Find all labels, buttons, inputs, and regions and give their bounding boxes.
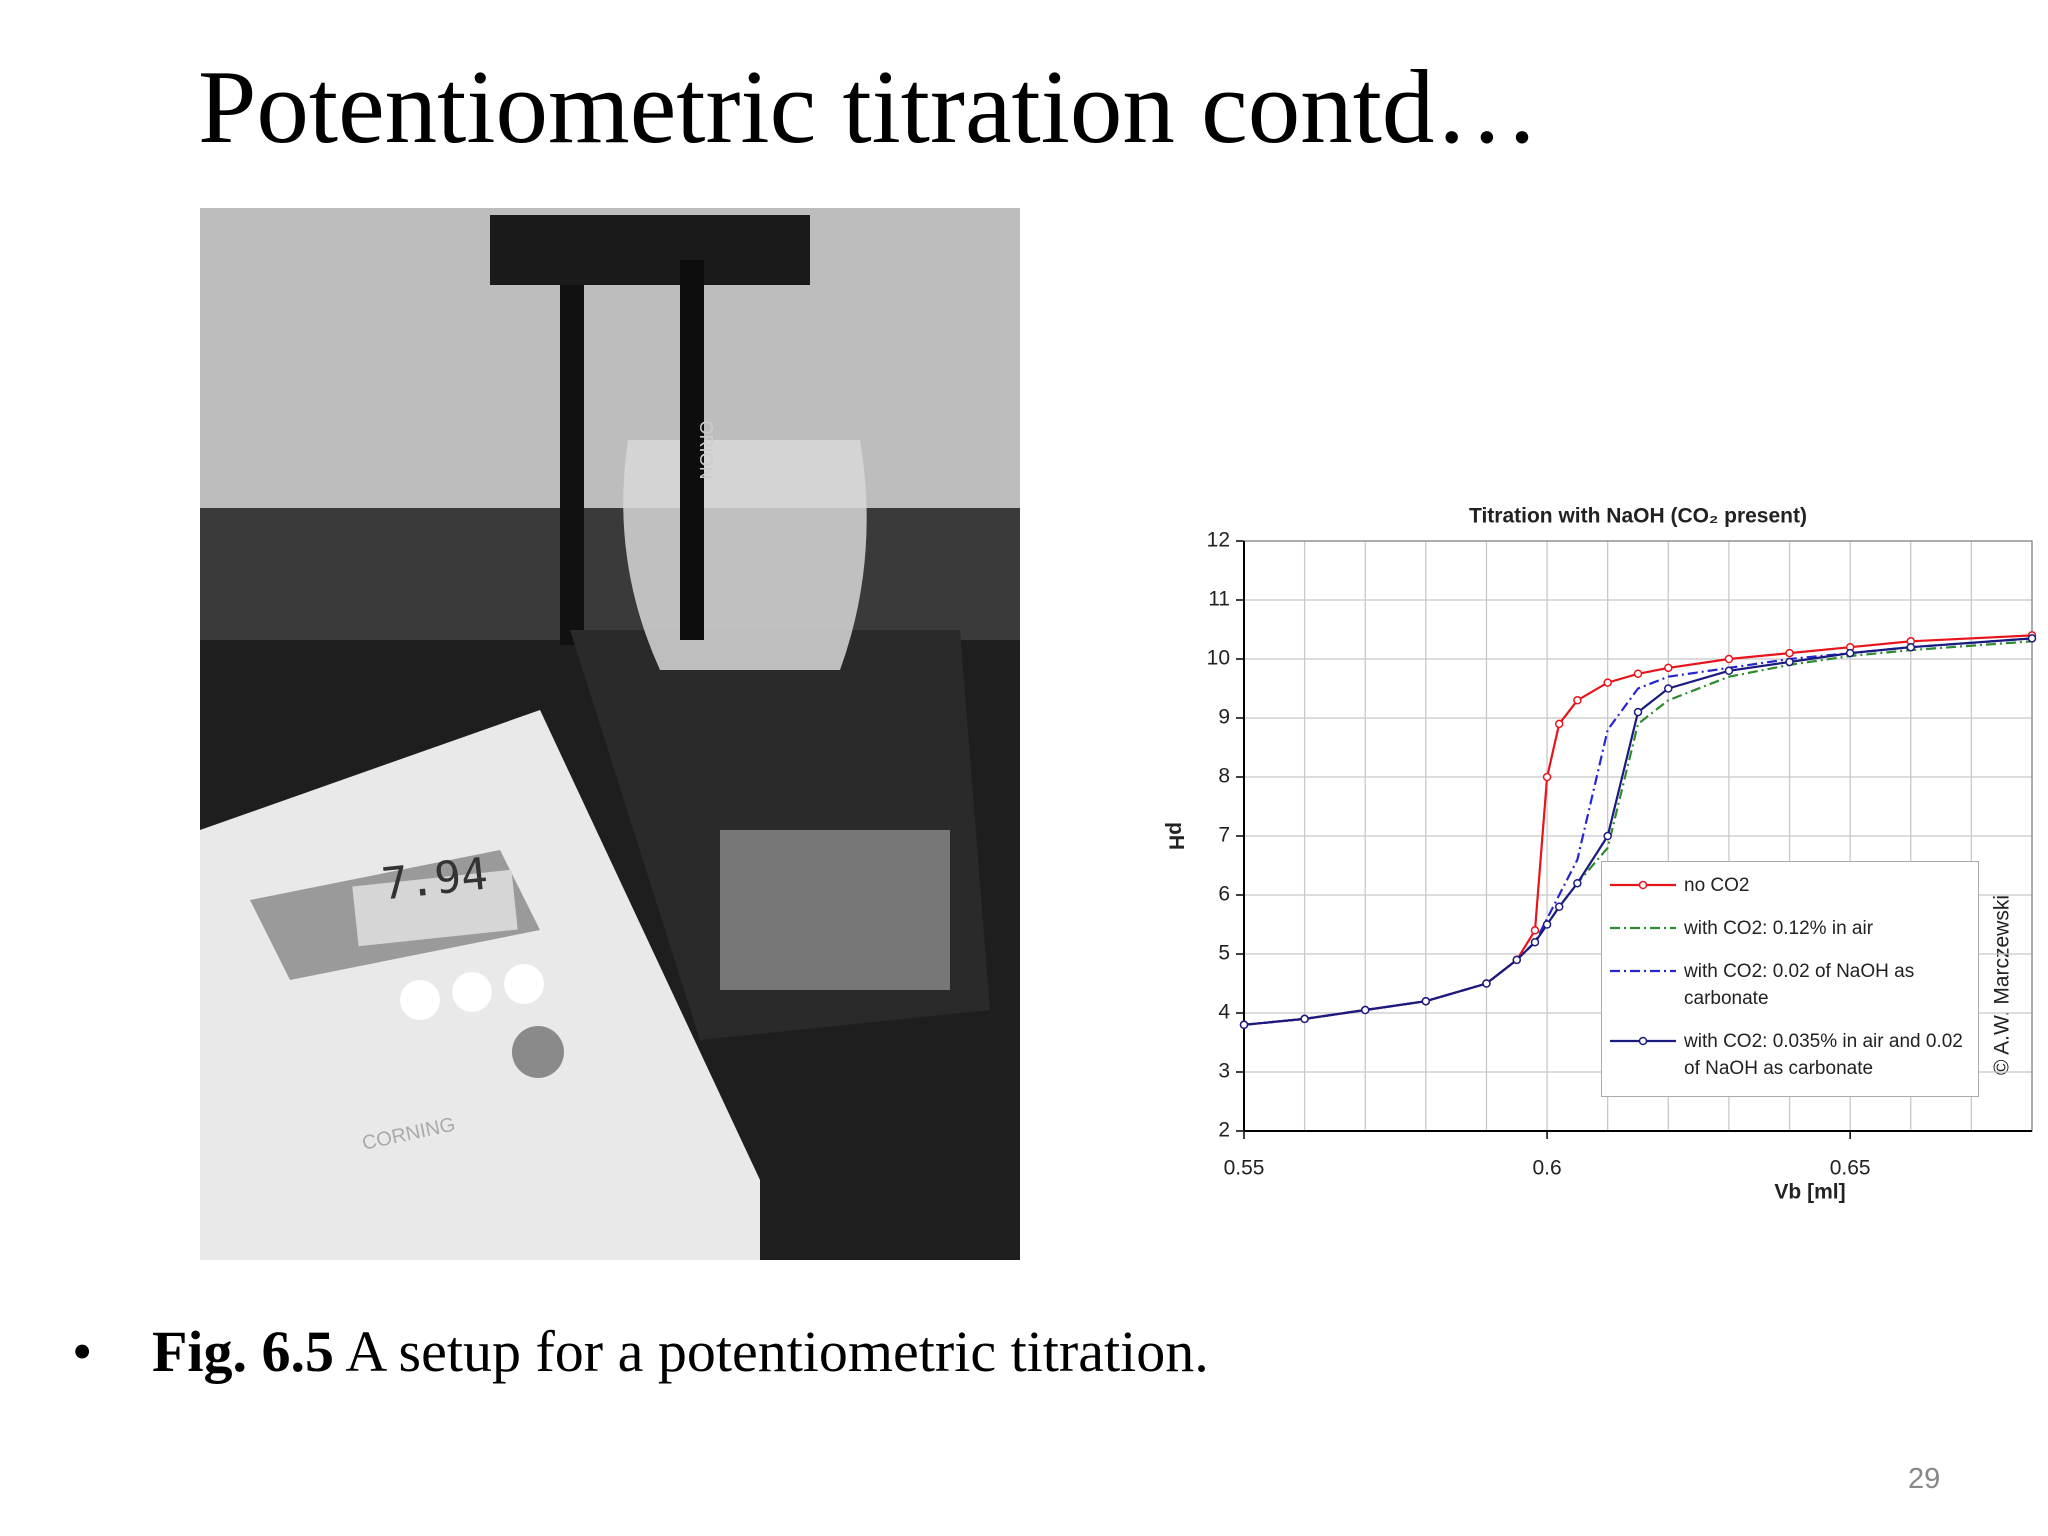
y-tick-label: 10 bbox=[1207, 647, 1230, 670]
y-axis-label: pH bbox=[1164, 822, 1187, 850]
legend-label: with CO2: 0.02 of NaOH as carbonate bbox=[1684, 961, 1915, 1009]
data-point bbox=[1482, 979, 1491, 988]
legend-label: with CO2: 0.12% in air bbox=[1684, 918, 1874, 939]
caption-item: Fig. 6.5 A setup for a potentiometric ti… bbox=[72, 1318, 1209, 1385]
y-tick-label: 12 bbox=[1207, 529, 1230, 552]
caption: Fig. 6.5 A setup for a potentiometric ti… bbox=[72, 1318, 1209, 1385]
data-point bbox=[1360, 1005, 1370, 1015]
data-point bbox=[1542, 772, 1552, 782]
data-point bbox=[1239, 1020, 1249, 1030]
data-point bbox=[1664, 684, 1673, 693]
data-point bbox=[1530, 937, 1540, 947]
figure-label: Fig. 6.5 bbox=[152, 1319, 335, 1384]
legend-label: no CO2 bbox=[1684, 875, 1750, 896]
legend-entry: with CO2: 0.035% in air and 0.02 of NaOH… bbox=[1608, 1028, 1972, 1082]
data-point bbox=[1845, 648, 1855, 658]
data-point bbox=[1603, 831, 1612, 841]
data-point bbox=[1633, 707, 1643, 717]
data-point bbox=[1542, 920, 1552, 929]
data-point bbox=[1724, 654, 1734, 664]
data-point bbox=[1300, 1014, 1309, 1024]
data-point bbox=[1573, 696, 1582, 705]
data-point bbox=[1906, 642, 1916, 652]
series-line bbox=[1243, 637, 2033, 1026]
x-tick-label: 0.65 bbox=[1830, 1157, 1871, 1180]
data-point bbox=[1530, 926, 1540, 935]
photo: 7.94 CORNING ORION bbox=[200, 208, 1020, 1260]
legend-swatch bbox=[1610, 1036, 1676, 1046]
legend-label: with CO2: 0.035% in air and 0.02 of NaOH… bbox=[1684, 1031, 1963, 1079]
y-tick-label: 6 bbox=[1218, 883, 1230, 906]
data-point bbox=[2027, 634, 2037, 643]
caption-text: A setup for a potentiometric titration. bbox=[334, 1319, 1209, 1384]
data-point bbox=[1724, 666, 1734, 676]
y-tick-label: 7 bbox=[1218, 824, 1230, 847]
data-point bbox=[1664, 663, 1673, 673]
data-point bbox=[1573, 878, 1582, 888]
legend-swatch bbox=[1610, 926, 1676, 930]
y-tick-label: 4 bbox=[1218, 1001, 1230, 1024]
data-point bbox=[1603, 678, 1612, 687]
legend: no CO2 with CO2: 0.12% in air with CO2: 0.… bbox=[1601, 861, 1979, 1097]
legend-swatch bbox=[1610, 880, 1676, 890]
legend-entry: no CO2 bbox=[1608, 872, 1972, 899]
data-point bbox=[1421, 996, 1431, 1006]
y-tick-label: 11 bbox=[1208, 588, 1230, 611]
y-tick-label: 5 bbox=[1218, 942, 1230, 965]
data-point bbox=[1512, 955, 1522, 965]
legend-entry: with CO2: 0.12% in air bbox=[1608, 915, 1972, 942]
data-point bbox=[1554, 719, 1564, 729]
y-tick-label: 2 bbox=[1218, 1119, 1230, 1142]
data-point bbox=[1633, 669, 1643, 678]
x-tick-label: 0.6 bbox=[1532, 1157, 1561, 1180]
y-tick-label: 8 bbox=[1218, 765, 1230, 788]
x-tick-label: 0.55 bbox=[1224, 1157, 1265, 1180]
meter-display: 7.94 bbox=[379, 849, 490, 911]
legend-marker bbox=[1638, 880, 1648, 890]
page-number: 29 bbox=[1908, 1463, 1941, 1495]
y-tick-label: 9 bbox=[1218, 706, 1230, 729]
data-point bbox=[1554, 902, 1564, 912]
legend-entry: with CO2: 0.02 of NaOH as carbonate bbox=[1608, 958, 1972, 1012]
slide-title: Potentiometric titration contd… bbox=[198, 48, 1539, 165]
series-line bbox=[1243, 637, 2033, 1026]
probe-brand: ORION bbox=[696, 420, 716, 479]
x-axis-label: Vb [ml] bbox=[1774, 1181, 1845, 1204]
chart-title: Titration with NaOH (CO₂ present) bbox=[1469, 505, 1807, 528]
data-point bbox=[1785, 648, 1794, 658]
watermark: © A.W. Marczewski bbox=[1991, 895, 2014, 1075]
chart: Titration with NaOH (CO₂ present) pH Vb [m… bbox=[1164, 505, 2037, 1204]
y-tick-label: 3 bbox=[1218, 1060, 1230, 1083]
data-point bbox=[1785, 657, 1794, 667]
legend-swatch bbox=[1610, 969, 1676, 973]
legend-marker bbox=[1638, 1036, 1648, 1046]
